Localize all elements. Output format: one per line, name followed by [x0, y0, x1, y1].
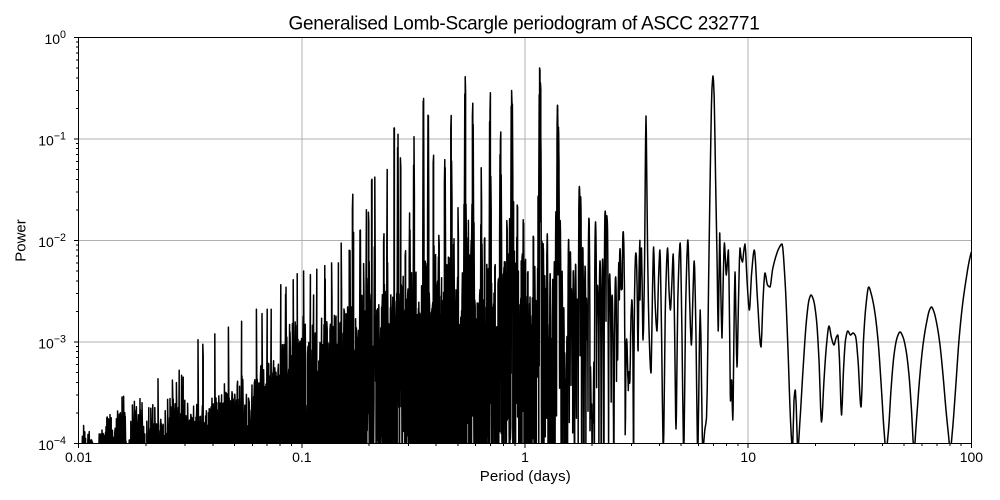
svg-text:0.1: 0.1 — [292, 449, 312, 465]
svg-text:Generalised Lomb-Scargle perio: Generalised Lomb-Scargle periodogram of … — [288, 14, 759, 35]
svg-text:Period (days): Period (days) — [480, 468, 571, 485]
svg-text:1: 1 — [521, 449, 529, 465]
svg-text:10: 10 — [740, 449, 756, 465]
svg-text:100: 100 — [960, 449, 984, 465]
svg-text:0.01: 0.01 — [65, 449, 92, 465]
svg-text:Power: Power — [12, 219, 29, 262]
